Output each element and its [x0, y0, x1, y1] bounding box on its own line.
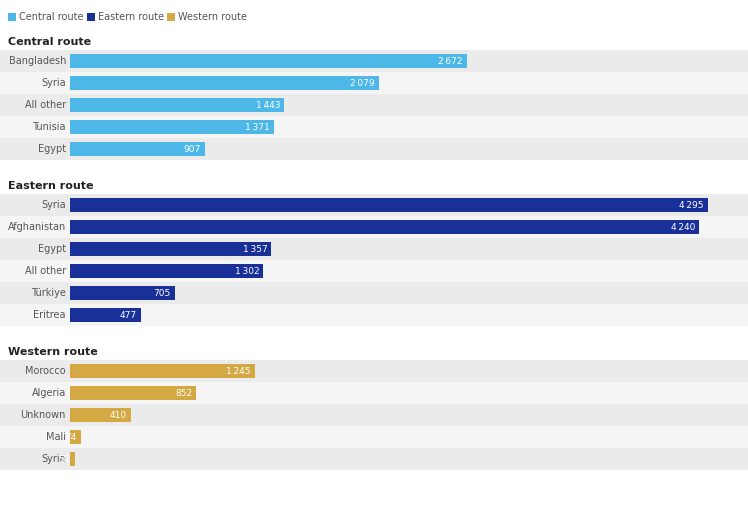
Text: 1 245: 1 245 — [227, 366, 251, 376]
Text: 477: 477 — [120, 311, 137, 320]
Bar — [0, 304, 748, 326]
Bar — [70, 220, 699, 234]
Text: Central route: Central route — [8, 37, 91, 47]
Text: Syria: Syria — [41, 454, 66, 464]
Bar — [70, 452, 75, 466]
Bar — [70, 308, 141, 322]
Text: 1 371: 1 371 — [245, 123, 269, 132]
Text: 31: 31 — [59, 454, 70, 464]
Bar — [0, 116, 748, 138]
Bar — [70, 54, 467, 68]
Text: Mali: Mali — [46, 432, 66, 442]
Text: 705: 705 — [153, 289, 171, 298]
Bar — [0, 94, 748, 116]
Bar — [0, 216, 748, 238]
Bar — [0, 138, 748, 160]
Text: 1 443: 1 443 — [256, 101, 280, 110]
Bar — [0, 72, 748, 94]
Bar — [0, 360, 748, 382]
Text: 4 295: 4 295 — [679, 201, 704, 210]
Text: Egypt: Egypt — [38, 244, 66, 254]
Bar — [70, 76, 378, 90]
Text: Algeria: Algeria — [31, 388, 66, 398]
Text: 2 079: 2 079 — [350, 79, 375, 88]
Bar — [88, 13, 96, 21]
Bar — [70, 386, 197, 400]
Text: All other: All other — [25, 266, 66, 276]
Bar — [0, 238, 748, 260]
Text: 4 240: 4 240 — [671, 223, 696, 232]
Text: Türkiye: Türkiye — [31, 288, 66, 298]
Bar — [0, 426, 748, 448]
Bar — [70, 430, 81, 444]
Bar — [167, 13, 175, 21]
Bar — [70, 264, 263, 278]
Text: All other: All other — [25, 100, 66, 110]
Text: 907: 907 — [183, 145, 200, 154]
Text: Unknown: Unknown — [21, 410, 66, 420]
Bar — [70, 142, 205, 156]
Text: 852: 852 — [175, 388, 192, 398]
Text: Eastern route: Eastern route — [8, 181, 94, 191]
Text: Western route: Western route — [178, 12, 247, 22]
Text: 410: 410 — [110, 410, 127, 420]
Bar — [8, 13, 16, 21]
Text: 74: 74 — [66, 432, 77, 442]
Bar — [0, 260, 748, 282]
Text: Central route: Central route — [19, 12, 84, 22]
Text: 1 357: 1 357 — [242, 245, 268, 254]
Bar — [0, 194, 748, 216]
Bar — [0, 404, 748, 426]
Text: Egypt: Egypt — [38, 144, 66, 154]
Text: Syria: Syria — [41, 200, 66, 210]
Bar — [0, 50, 748, 72]
Text: Syria: Syria — [41, 78, 66, 88]
Text: Morocco: Morocco — [25, 366, 66, 376]
Bar — [0, 282, 748, 304]
Text: Western route: Western route — [8, 347, 98, 357]
Text: Eastern route: Eastern route — [99, 12, 165, 22]
Text: 2 672: 2 672 — [438, 57, 463, 66]
Bar — [0, 448, 748, 470]
Text: Eritrea: Eritrea — [34, 310, 66, 320]
Bar — [70, 408, 131, 422]
Text: Afghanistan: Afghanistan — [7, 222, 66, 232]
Bar — [70, 286, 174, 300]
Bar — [70, 364, 255, 378]
Bar — [0, 382, 748, 404]
Text: Bangladesh: Bangladesh — [9, 56, 66, 66]
Bar — [70, 242, 272, 256]
Bar — [70, 120, 274, 134]
Bar — [70, 198, 708, 212]
Text: 1 302: 1 302 — [235, 267, 260, 276]
Text: Tunisia: Tunisia — [32, 122, 66, 132]
Bar — [70, 98, 284, 112]
